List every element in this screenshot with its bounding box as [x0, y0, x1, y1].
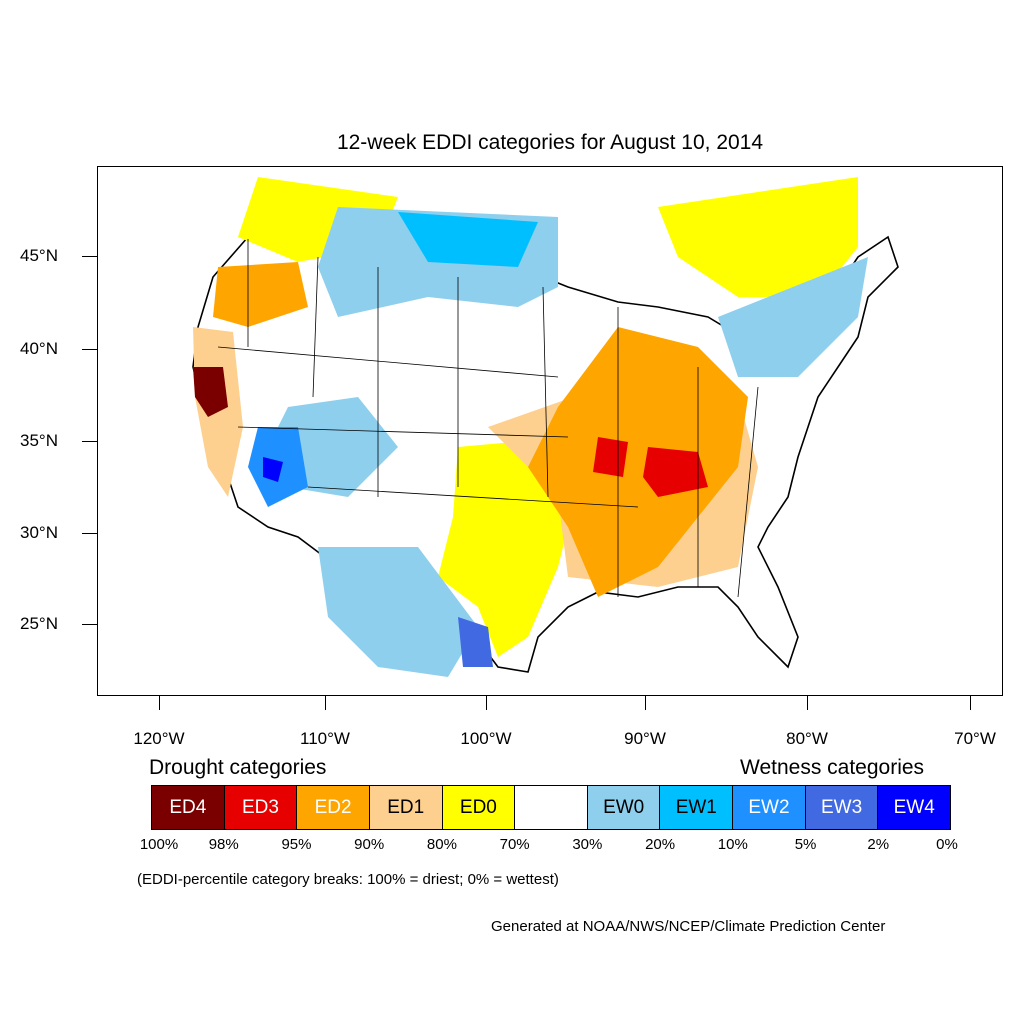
lon-label-70: 70°W — [954, 729, 996, 748]
lon-tick-70 — [970, 696, 971, 710]
ed3-missouri — [593, 437, 628, 477]
lon-label-80: 80°W — [786, 729, 828, 748]
legend-colorbar: ED4 ED3 ED2 ED1 ED0 EW0 EW1 EW2 EW3 EW4 — [151, 785, 951, 830]
state-borders — [217, 239, 759, 598]
lon-label-90: 90°W — [624, 729, 666, 748]
credit-line: Generated at NOAA/NWS/NCEP/Climate Predi… — [491, 918, 886, 935]
percentile-break-label: 20% — [645, 836, 676, 853]
eddi-map — [97, 166, 1003, 696]
ed3-ohio-valley — [643, 447, 708, 497]
map-title: 12-week EDDI categories for August 10, 2… — [336, 131, 764, 154]
ew4-nevada — [263, 457, 283, 482]
legend-cell-ew1: EW1 — [660, 786, 734, 829]
ed4-california — [193, 367, 228, 417]
lat-label-35: 35°N — [20, 431, 58, 450]
percentile-break-label: 5% — [794, 836, 817, 853]
lon-label-110: 110°W — [300, 729, 350, 748]
lon-tick-100 — [486, 696, 487, 710]
lat-label-45: 45°N — [20, 246, 58, 265]
legend-cell-ed1: ED1 — [369, 786, 443, 829]
ed0-new-england — [658, 177, 858, 297]
ew1-northern-plains — [398, 212, 538, 267]
lon-tick-110 — [325, 696, 326, 710]
drought-heading: Drought categories — [149, 756, 327, 779]
percentile-break-label: 70% — [499, 836, 530, 853]
lat-label-40: 40°N — [20, 339, 58, 358]
ew0-great-lakes — [718, 257, 868, 377]
legend-cell-ed3: ED3 — [224, 786, 298, 829]
percentile-break-label: 98% — [208, 836, 239, 853]
lon-label-100: 100°W — [460, 729, 512, 748]
lat-label-25: 25°N — [20, 614, 58, 633]
legend-cell-neutral — [515, 786, 588, 829]
ew3-mexico — [458, 617, 493, 667]
category-note: (EDDI-percentile category breaks: 100% =… — [137, 871, 559, 888]
legend-cell-ed2: ED2 — [297, 786, 370, 829]
lat-tick-40 — [82, 349, 97, 350]
wetness-heading: Wetness categories — [740, 756, 925, 779]
lat-label-30: 30°N — [20, 523, 58, 542]
percentile-break-label: 80% — [426, 836, 457, 853]
lon-tick-80 — [807, 696, 808, 710]
lat-tick-25 — [82, 624, 97, 625]
ew0-mexico — [318, 547, 478, 677]
lat-tick-30 — [82, 533, 97, 534]
percentile-break-label: 10% — [717, 836, 748, 853]
percentile-break-label: 30% — [572, 836, 603, 853]
legend-cell-ew4: EW4 — [878, 786, 951, 829]
legend-cell-ed4: ED4 — [152, 786, 225, 829]
percentile-break-label: 0% — [936, 836, 958, 853]
ed0-southern-plains — [438, 437, 578, 657]
legend-cell-ew3: EW3 — [805, 786, 879, 829]
legend-cell-ew2: EW2 — [733, 786, 806, 829]
lon-tick-120 — [159, 696, 160, 710]
legend-cell-ed0: ED0 — [442, 786, 516, 829]
ed2-pacific-nw — [213, 262, 308, 327]
lat-tick-35 — [82, 441, 97, 442]
percentile-break-label: 95% — [281, 836, 312, 853]
eddi-map-canvas — [192, 177, 899, 677]
percentile-break-label: 2% — [867, 836, 890, 853]
legend-cell-ew0: EW0 — [587, 786, 661, 829]
ed2-midwest — [528, 327, 748, 597]
percentile-break-label: 100% — [139, 836, 179, 853]
lon-tick-90 — [645, 696, 646, 710]
percentile-break-label: 90% — [354, 836, 385, 853]
lon-label-120: 120°W — [133, 729, 185, 748]
lat-tick-45 — [82, 256, 97, 257]
